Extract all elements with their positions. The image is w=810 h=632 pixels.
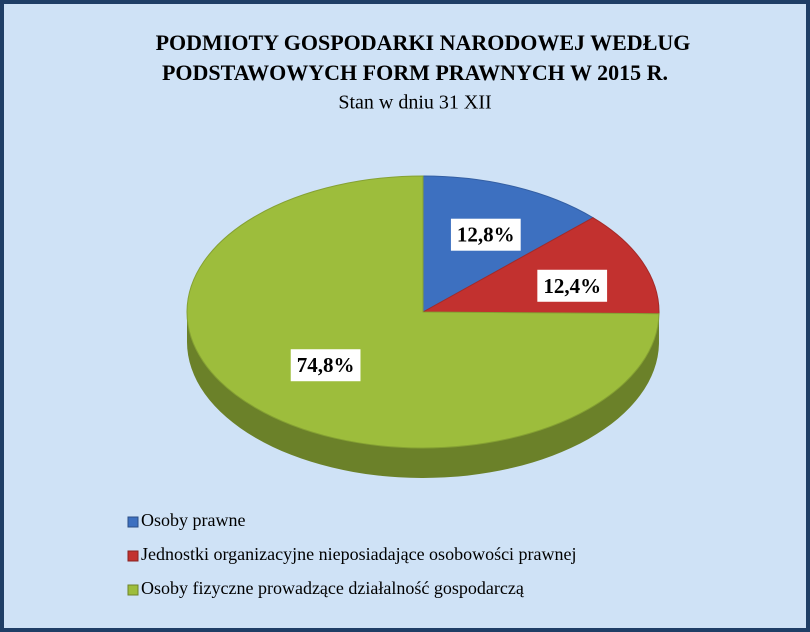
legend-swatch [127, 584, 139, 596]
chart-title: PODSTAWOWYCH FORM PRAWNYCH W 2015 R. [162, 60, 668, 85]
legend-swatch [127, 516, 139, 528]
data-label: 12,8% [457, 223, 515, 247]
chart-title: PODMIOTY GOSPODARKI NARODOWEJ WEDŁUG [156, 30, 691, 55]
data-label-box [290, 349, 361, 382]
data-label: 74,8% [297, 353, 355, 377]
data-label: 12,4% [543, 274, 601, 298]
chart-subtitle: Stan w dniu 31 XII [338, 92, 491, 114]
data-label-box [450, 218, 521, 251]
legend-label: Jednostki organizacyjne nieposiadające o… [141, 544, 577, 564]
legend-swatch [127, 550, 139, 562]
legend-label: Osoby fizyczne prowadzące działalność go… [141, 578, 525, 598]
slice-side [187, 312, 659, 479]
legend-label: Osoby prawne [141, 510, 245, 530]
data-label-box [537, 269, 608, 302]
